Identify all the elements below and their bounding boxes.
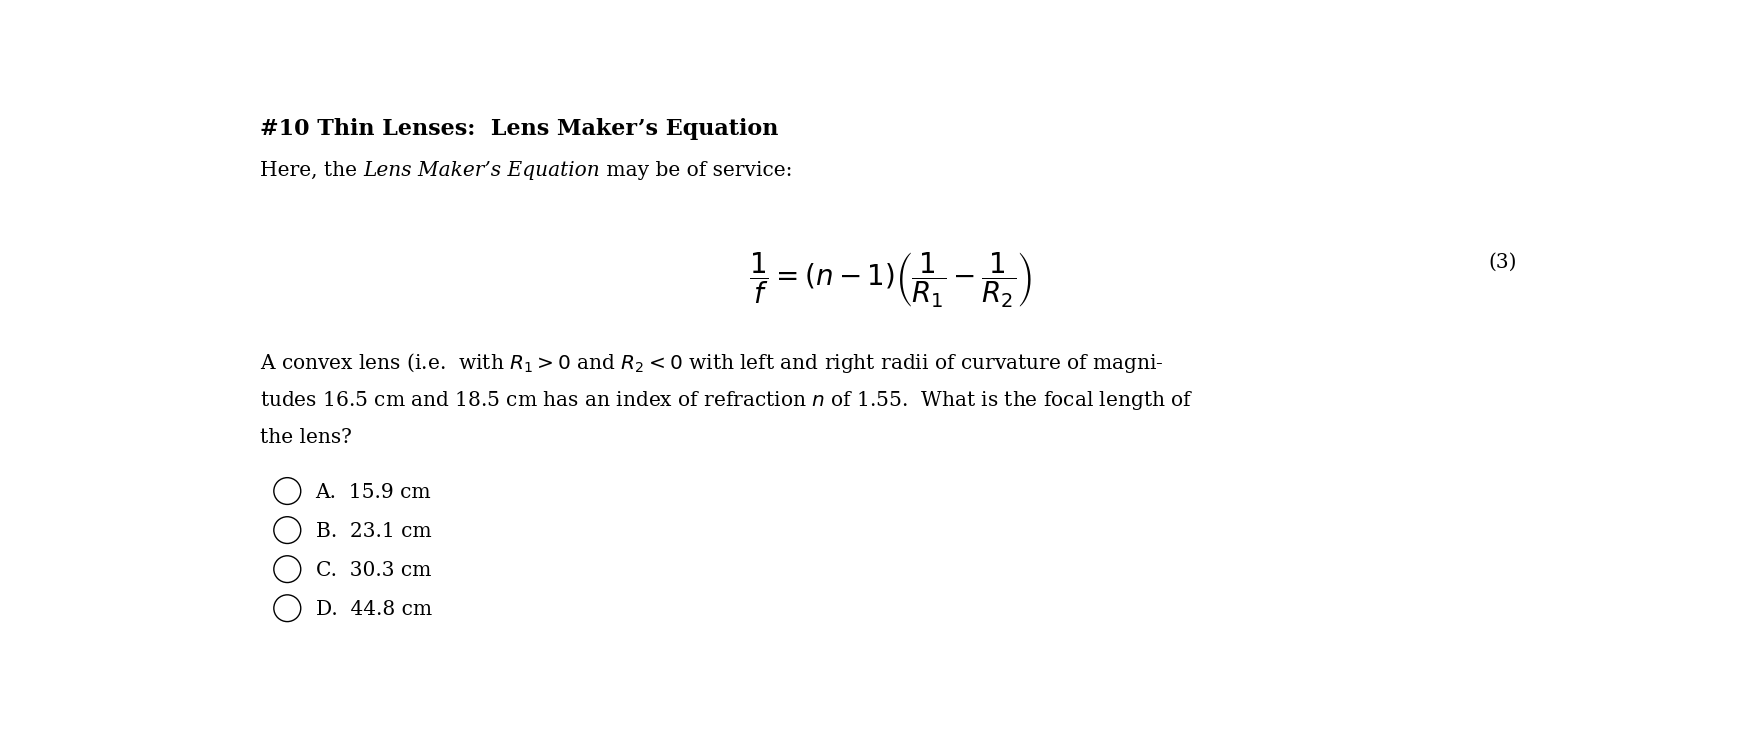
Text: Lens Maker’s Equation: Lens Maker’s Equation bbox=[363, 161, 600, 181]
Text: (3): (3) bbox=[1488, 253, 1517, 272]
Text: the lens?: the lens? bbox=[261, 428, 353, 447]
Text: B.  23.1 cm: B. 23.1 cm bbox=[316, 522, 431, 541]
Text: A convex lens (i.e.  with $R_1 > 0$ and $R_2 < 0$ with left and right radii of c: A convex lens (i.e. with $R_1 > 0$ and $… bbox=[261, 351, 1164, 375]
Text: D.  44.8 cm: D. 44.8 cm bbox=[316, 601, 431, 619]
Text: A.  15.9 cm: A. 15.9 cm bbox=[316, 483, 431, 502]
Text: Here, the: Here, the bbox=[261, 161, 363, 181]
Text: #10 Thin Lenses:  Lens Maker’s Equation: #10 Thin Lenses: Lens Maker’s Equation bbox=[261, 118, 779, 140]
Text: tudes 16.5 cm and 18.5 cm has an index of refraction $n$ of 1.55.  What is the f: tudes 16.5 cm and 18.5 cm has an index o… bbox=[261, 389, 1194, 413]
Text: may be of service:: may be of service: bbox=[600, 161, 793, 181]
Text: C.  30.3 cm: C. 30.3 cm bbox=[316, 561, 431, 580]
Text: $\dfrac{1}{f} = (n - 1)\left(\dfrac{1}{R_1} - \dfrac{1}{R_2}\right)$: $\dfrac{1}{f} = (n - 1)\left(\dfrac{1}{R… bbox=[749, 251, 1032, 310]
